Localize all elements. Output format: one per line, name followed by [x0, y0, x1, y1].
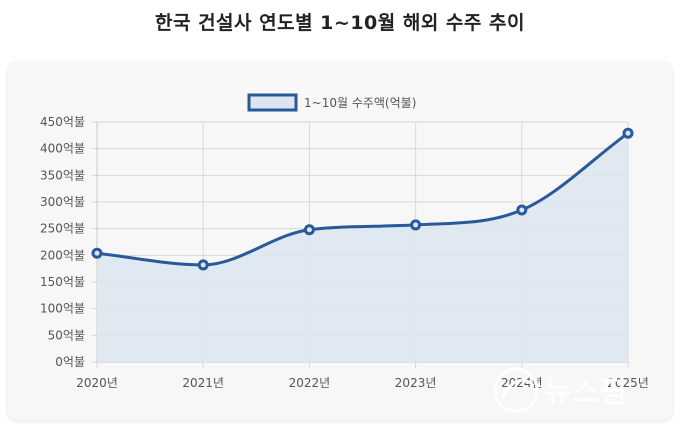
y-tick-label: 250억불 — [40, 222, 85, 236]
legend-swatch — [247, 93, 298, 112]
x-tick-label: 2020년 — [76, 376, 118, 390]
legend-label: 1~10월 수주액(억불) — [304, 96, 416, 110]
data-point[interactable] — [622, 127, 634, 139]
data-points — [91, 127, 634, 271]
legend[interactable]: 1~10월 수주액(억불) — [247, 93, 416, 112]
y-tick-label: 200억불 — [40, 248, 85, 262]
y-tick-label: 50억불 — [48, 328, 85, 342]
x-tick-label: 2021년 — [182, 376, 224, 390]
watermark-logo-icon — [493, 367, 539, 413]
data-point[interactable] — [516, 204, 528, 216]
x-tick-label: 2022년 — [289, 376, 331, 390]
y-tick-label: 400억불 — [40, 142, 85, 156]
x-tick-label: 2025년 — [607, 376, 649, 390]
y-tick-label: 350억불 — [40, 168, 85, 182]
y-tick-label: 450억불 — [40, 115, 85, 129]
y-tick-labels: 0억불 50억불 100억불 150억불 200억불 250억불 300억불 350억불 400… — [40, 115, 85, 369]
data-point[interactable] — [410, 219, 422, 231]
data-point[interactable] — [91, 247, 103, 259]
watermark: 뉴스핌 — [493, 367, 627, 413]
y-tick-label: 150억불 — [40, 275, 85, 289]
data-point[interactable] — [303, 224, 315, 236]
series-area — [97, 133, 628, 362]
watermark-logo-mark — [500, 378, 533, 399]
chart-title: 한국 건설사 연도별 1~10월 해외 수주 추이 — [155, 12, 525, 34]
series-line — [96, 131, 629, 267]
data-point[interactable] — [197, 259, 209, 271]
y-tick-label: 300억불 — [40, 195, 85, 209]
watermark-text: 뉴스핌 — [544, 375, 627, 410]
x-tick-label: 2023년 — [395, 376, 437, 390]
y-tick-label: 100억불 — [40, 302, 85, 316]
y-tick-label: 0억불 — [55, 355, 85, 369]
